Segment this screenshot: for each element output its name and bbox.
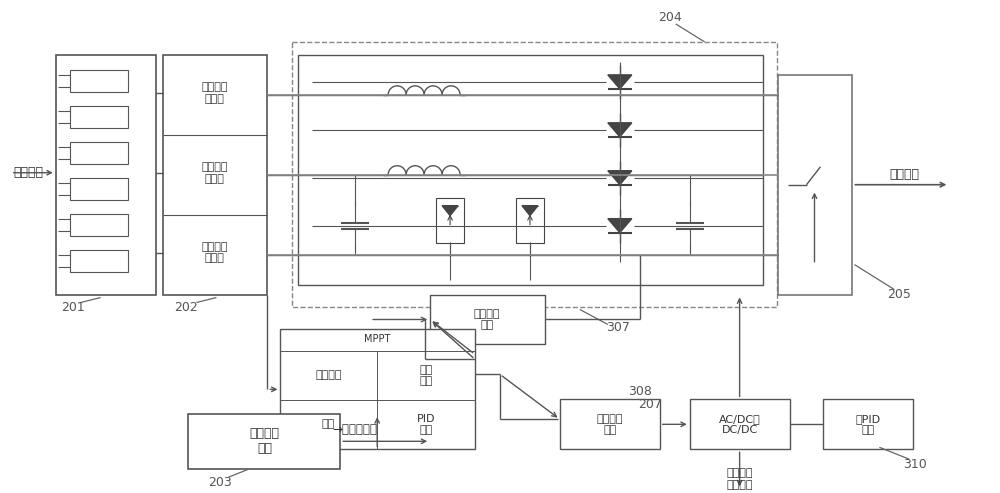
- Polygon shape: [522, 206, 538, 215]
- Polygon shape: [442, 206, 458, 215]
- Bar: [280, 329, 475, 449]
- Text: →至监控系统: →至监控系统: [333, 423, 378, 436]
- Bar: [430, 294, 545, 345]
- Text: 307: 307: [606, 321, 630, 334]
- Bar: [70, 177, 128, 200]
- Bar: [560, 399, 660, 449]
- Polygon shape: [608, 75, 632, 89]
- Text: 204: 204: [658, 11, 682, 25]
- Text: 第二驱动
电路: 第二驱动 电路: [597, 414, 623, 435]
- Text: 公共通讯
单元: 公共通讯 单元: [249, 427, 279, 456]
- Text: 直流电流
传感器: 直流电流 传感器: [201, 162, 228, 183]
- Text: 202: 202: [174, 301, 197, 314]
- Bar: [70, 249, 128, 272]
- Text: 综合处理: 综合处理: [315, 370, 342, 381]
- Text: MPPT: MPPT: [364, 334, 390, 345]
- Bar: [436, 198, 464, 243]
- Bar: [70, 213, 128, 236]
- Polygon shape: [608, 123, 632, 137]
- Bar: [56, 55, 156, 294]
- Bar: [188, 414, 340, 469]
- Bar: [70, 142, 128, 164]
- Text: 第一驱动
电路: 第一驱动 电路: [474, 309, 500, 330]
- Text: 205: 205: [887, 288, 911, 301]
- Bar: [778, 75, 852, 294]
- Bar: [516, 198, 544, 243]
- Polygon shape: [608, 219, 632, 233]
- Polygon shape: [608, 171, 632, 185]
- Bar: [70, 70, 128, 92]
- Text: 光伏阵列: 光伏阵列: [14, 166, 44, 179]
- Text: 直流电压
传感器: 直流电压 传感器: [201, 82, 228, 104]
- Bar: [690, 399, 790, 449]
- Text: 310: 310: [903, 458, 927, 471]
- Text: 至电池板
负极和地: 至电池板 负极和地: [726, 468, 753, 490]
- Text: PID
控制: PID 控制: [417, 414, 435, 435]
- Text: 通信: 通信: [322, 420, 335, 429]
- Text: 207: 207: [638, 398, 662, 411]
- Bar: [292, 42, 777, 307]
- Text: 201: 201: [61, 301, 85, 314]
- Bar: [163, 55, 267, 294]
- Bar: [823, 399, 913, 449]
- Text: 203: 203: [209, 476, 232, 489]
- Text: 电弧
检测: 电弧 检测: [419, 365, 433, 386]
- Bar: [70, 106, 128, 128]
- Text: 308: 308: [628, 385, 652, 398]
- Text: 防PID
电源: 防PID 电源: [856, 414, 881, 435]
- Text: 交流电流
传感器: 交流电流 传感器: [201, 242, 228, 263]
- Bar: [298, 55, 763, 284]
- Text: AC/DC或
DC/DC: AC/DC或 DC/DC: [719, 414, 760, 435]
- Text: 至逆变器: 至逆变器: [889, 168, 919, 181]
